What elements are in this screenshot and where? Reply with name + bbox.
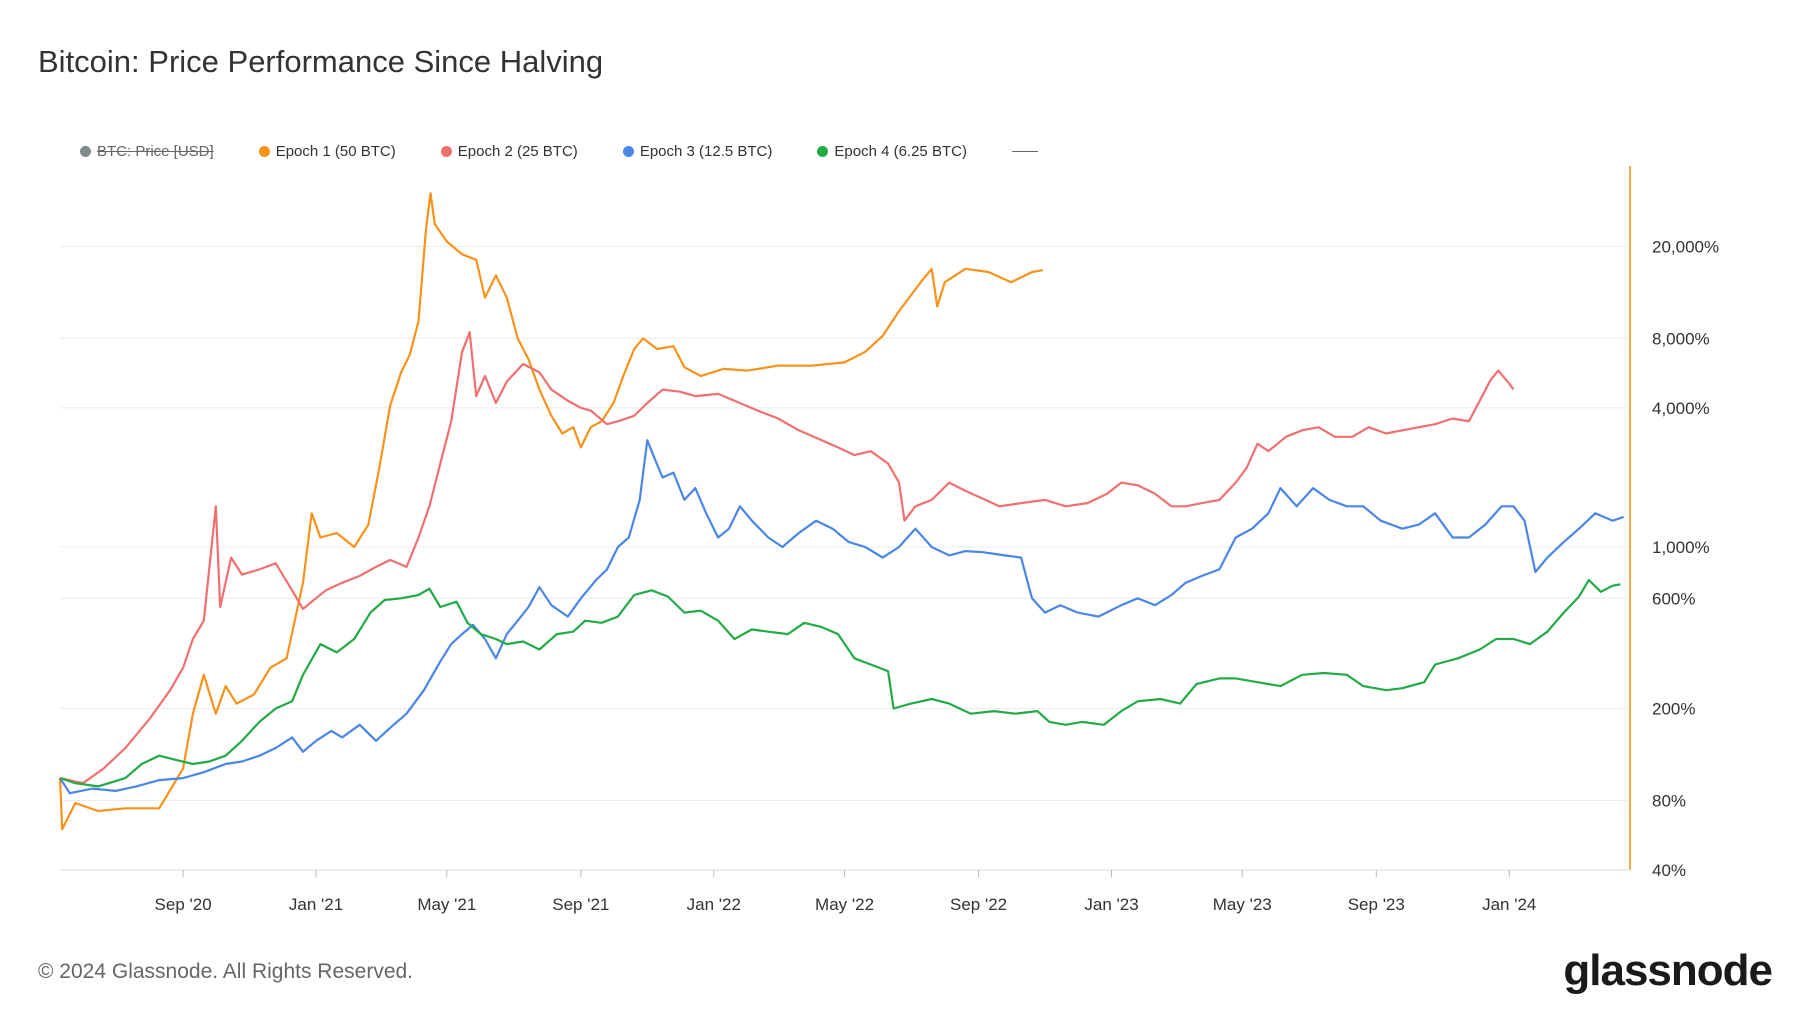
legend-item-btc-price[interactable]: BTC: Price [USD] xyxy=(80,143,214,160)
legend-item-epoch-3[interactable]: Epoch 3 (12.5 BTC) xyxy=(622,142,773,160)
legend-dot-icon xyxy=(622,145,634,157)
legend-label: Epoch 1 (50 BTC) xyxy=(275,142,396,160)
x-tick-label: Jan '21 xyxy=(289,895,343,914)
legend-label: Epoch 4 (6.25 BTC) xyxy=(834,142,967,160)
series-line-epoch-4 xyxy=(59,578,1621,788)
y-tick-label: 8,000% xyxy=(1652,329,1710,348)
y-tick-label: 1,000% xyxy=(1652,538,1710,557)
glassnode-logo: glassnode xyxy=(1563,946,1773,995)
legend-item-more[interactable] xyxy=(1011,150,1038,152)
x-tick-label: May '23 xyxy=(1213,895,1272,914)
x-tick-label: Jan '23 xyxy=(1084,895,1138,914)
x-tick-label: Sep '23 xyxy=(1348,895,1405,914)
legend-dot-icon xyxy=(440,145,452,157)
x-tick-label: Jan '22 xyxy=(687,895,741,914)
x-tick-label: Sep '20 xyxy=(155,895,212,914)
legend-item-epoch-1[interactable]: Epoch 1 (50 BTC) xyxy=(258,142,396,160)
y-tick-label: 4,000% xyxy=(1652,399,1710,418)
chart-legend: BTC: Price [USD] Epoch 1 (50 BTC) Epoch … xyxy=(80,141,1083,161)
legend-label: Epoch 2 (25 BTC) xyxy=(457,142,578,160)
legend-dot-icon xyxy=(817,145,829,157)
legend-dot-icon xyxy=(80,145,91,157)
legend-line-icon xyxy=(1011,150,1038,152)
x-tick-label: May '21 xyxy=(417,895,476,914)
x-tick-label: May '22 xyxy=(815,895,874,914)
legend-dot-icon xyxy=(258,145,270,157)
legend-label: Epoch 3 (12.5 BTC) xyxy=(639,142,773,160)
legend-item-epoch-2[interactable]: Epoch 2 (25 BTC) xyxy=(440,142,578,160)
series-line-epoch-1 xyxy=(58,192,1044,831)
chart-title: Bitcoin: Price Performance Since Halving xyxy=(38,44,604,79)
series-line-epoch-2 xyxy=(59,331,1515,785)
x-tick-label: Jan '24 xyxy=(1482,895,1536,914)
y-tick-label: 40% xyxy=(1652,861,1686,880)
y-tick-label: 600% xyxy=(1652,589,1695,608)
copyright-footer: © 2024 Glassnode. All Rights Reserved. xyxy=(38,960,414,983)
legend-item-epoch-4[interactable]: Epoch 4 (6.25 BTC) xyxy=(817,143,967,160)
x-tick-label: Sep '22 xyxy=(950,895,1007,914)
x-tick-label: Sep '21 xyxy=(552,895,609,914)
legend-label: BTC: Price [USD] xyxy=(97,142,214,160)
y-tick-label: 20,000% xyxy=(1652,237,1719,256)
series-line-epoch-3 xyxy=(59,439,1624,795)
y-tick-label: 200% xyxy=(1652,700,1695,719)
y-tick-label: 80% xyxy=(1652,791,1686,810)
